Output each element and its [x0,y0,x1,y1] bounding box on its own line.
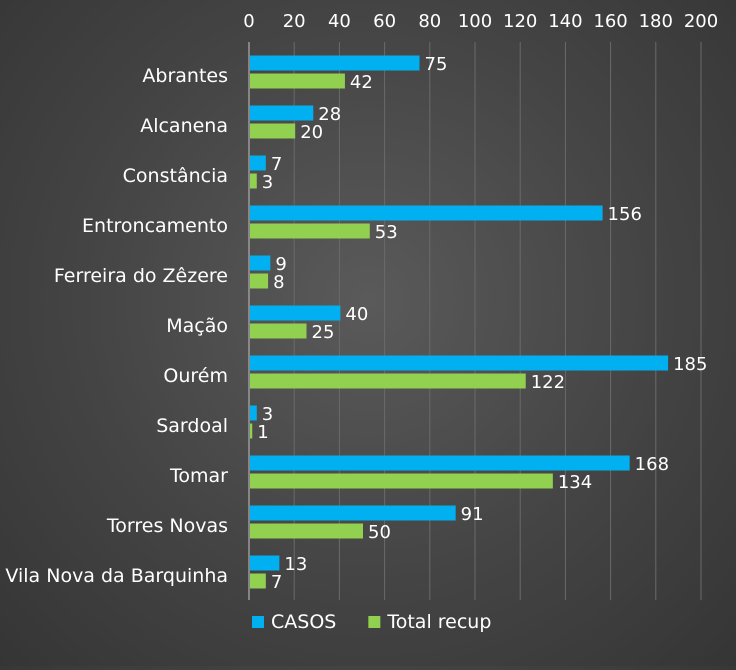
data-label-casos-tomar: 168 [635,454,669,475]
bar-total-recup-entroncamento [250,223,370,239]
legend-swatch-total-recup [368,616,381,628]
x-tick-label-160: 160 [593,11,627,32]
data-label-casos-constancia: 7 [271,154,282,175]
category-label-sardoal: Sardoal [156,415,228,437]
category-label-abrantes: Abrantes [142,65,228,87]
x-tick-label-0: 0 [243,11,254,32]
x-axis-ticks: 0 20 40 60 80 100 120 140 160 180 200 [243,11,718,32]
bar-total-recup-alcanena [250,123,296,139]
bar-casos-vila-nova-da-barquinha [250,555,280,571]
category-label-alcanena: Alcanena [140,115,228,137]
x-tick-label-60: 60 [373,11,396,32]
data-labels: 7542282073156539840251851223116813491501… [257,54,707,593]
data-label-casos-entroncamento: 156 [608,204,642,225]
x-tick-label-40: 40 [328,11,351,32]
bars [250,55,669,589]
category-label-entroncamento: Entroncamento [82,215,228,237]
bar-total-recup-ourem [250,373,526,389]
bar-total-recup-constancia [250,173,257,189]
legend-swatch-casos [252,616,264,628]
category-labels: Abrantes Alcanena Constância Entroncamento F… [5,65,228,587]
data-label-total-recup-ferreira-do-zezere: 8 [273,272,284,293]
data-label-total-recup-torres-novas: 50 [368,522,391,543]
category-label-vila-nova-da-barquinha: Vila Nova da Barquinha [5,565,228,587]
x-tick-label-200: 200 [684,11,718,32]
gridlines [293,42,702,600]
x-tick-label-20: 20 [283,11,306,32]
data-label-total-recup-abrantes: 42 [350,72,373,93]
data-label-total-recup-alcanena: 20 [300,122,323,143]
x-tick-label-140: 140 [548,11,582,32]
category-label-tomar: Tomar [169,465,228,487]
data-label-casos-ferreira-do-zezere: 9 [275,254,286,275]
bar-casos-ferreira-do-zezere [250,255,271,271]
data-label-casos-torres-novas: 91 [461,504,484,525]
bar-casos-tomar [250,455,630,471]
bar-casos-alcanena [250,105,314,121]
x-tick-label-100: 100 [458,11,492,32]
bar-total-recup-tomar [250,473,553,489]
x-tick-label-80: 80 [418,11,441,32]
bar-total-recup-abrantes [250,73,345,89]
x-tick-label-180: 180 [639,11,673,32]
bar-total-recup-macao [250,323,307,339]
category-label-ferreira-do-zezere: Ferreira do Zêzere [54,265,228,287]
bar-casos-constancia [250,155,266,171]
data-label-total-recup-ourem: 122 [531,372,565,393]
data-label-total-recup-vila-nova-da-barquinha: 7 [271,572,282,593]
legend-label-casos: CASOS [271,611,336,633]
bar-casos-ourem [250,355,669,371]
bar-total-recup-ferreira-do-zezere [250,273,269,289]
category-label-constancia: Constância [123,165,228,187]
bar-casos-sardoal [250,405,257,421]
bar-total-recup-sardoal [250,423,253,439]
data-label-total-recup-entroncamento: 53 [375,222,398,243]
bar-casos-abrantes [250,55,420,71]
x-tick-label-120: 120 [503,11,537,32]
category-label-ourem: Ourém [163,365,228,387]
data-label-total-recup-tomar: 134 [558,472,592,493]
data-label-casos-sardoal: 3 [262,404,273,425]
bar-casos-entroncamento [250,205,603,221]
data-label-casos-ourem: 185 [673,354,707,375]
data-label-total-recup-constancia: 3 [262,172,273,193]
category-label-torres-novas: Torres Novas [106,515,228,537]
data-label-casos-macao: 40 [345,304,368,325]
data-label-total-recup-macao: 25 [312,322,335,343]
legend: CASOS Total recup [252,611,491,633]
data-label-casos-abrantes: 75 [425,54,448,75]
bar-total-recup-vila-nova-da-barquinha [250,573,266,589]
data-label-casos-vila-nova-da-barquinha: 13 [284,554,307,575]
legend-label-total-recup: Total recup [386,611,491,633]
bar-casos-torres-novas [250,505,456,521]
data-label-casos-alcanena: 28 [318,104,341,125]
bar-total-recup-torres-novas [250,523,363,539]
bar-casos-macao [250,305,341,321]
data-label-total-recup-sardoal: 1 [257,422,268,443]
category-label-macao: Mação [166,315,228,337]
